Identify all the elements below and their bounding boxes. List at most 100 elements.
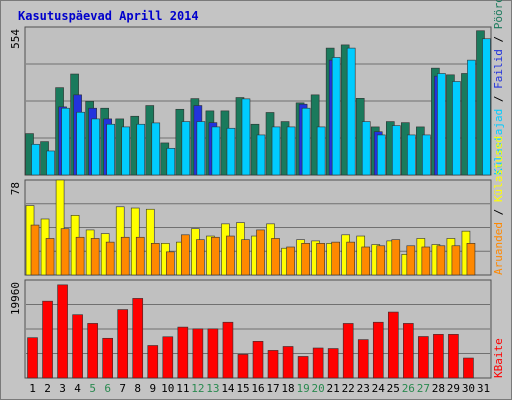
x-tick-label-day-7: 7 bbox=[119, 382, 126, 395]
bar-k-lastajad-day-21 bbox=[331, 57, 341, 176]
legend-panel-2: Aruanded / Külastused bbox=[492, 136, 505, 275]
bar-aruanded-day-8 bbox=[135, 236, 145, 276]
x-tick-label-day-20: 20 bbox=[312, 382, 325, 395]
bar-kbaite-day-30 bbox=[463, 357, 474, 379]
bar-kbaite-day-2 bbox=[42, 300, 53, 379]
bar-aruanded-day-14 bbox=[226, 235, 235, 276]
x-tick-label-day-27: 27 bbox=[417, 382, 430, 395]
bar-k-lastajad-day-17 bbox=[271, 126, 281, 176]
bar-kbaite-day-26 bbox=[403, 323, 414, 379]
bar-k-lastajad-day-3 bbox=[61, 107, 70, 176]
bar-kbaite-day-14 bbox=[222, 321, 234, 379]
bar-kbaite-day-28 bbox=[433, 334, 444, 379]
bar-kbaite-day-24 bbox=[372, 321, 384, 379]
bar-k-lastajad-day-24 bbox=[376, 134, 386, 176]
x-tick-label-day-9: 9 bbox=[149, 382, 156, 395]
bar-kbaite-day-8 bbox=[132, 298, 144, 379]
bar-k-lastajad-day-20 bbox=[316, 126, 326, 176]
legend-panel-3: KBaite bbox=[492, 338, 505, 378]
legend-entry: KBaite bbox=[492, 338, 505, 378]
bar-k-lastajad-day-13 bbox=[211, 126, 221, 176]
x-tick-label-day-16: 16 bbox=[251, 382, 264, 395]
bar-kbaite-day-1 bbox=[27, 337, 38, 379]
legend-entry: Külastused bbox=[492, 136, 505, 202]
bar-k-lastajad-day-1 bbox=[31, 143, 40, 176]
x-tick-label-day-28: 28 bbox=[432, 382, 445, 395]
panel-3: 19960 bbox=[9, 279, 492, 379]
bar-aruanded-day-19 bbox=[301, 243, 310, 276]
bar-kbaite-day-9 bbox=[147, 345, 159, 379]
legend-panel-1: Külastajad / Failid / Pöördumisi bbox=[492, 0, 505, 175]
bar-kbaite-day-21 bbox=[327, 348, 339, 379]
bar-k-lastajad-day-12 bbox=[196, 121, 206, 176]
bar-kbaite-day-6 bbox=[102, 337, 113, 379]
bar-kbaite-day-27 bbox=[418, 336, 429, 379]
bar-aruanded-day-17 bbox=[271, 238, 280, 276]
legend-entry: / bbox=[492, 89, 505, 109]
bar-kbaite-day-18 bbox=[282, 346, 294, 379]
bar-kbaite-day-7 bbox=[117, 309, 129, 379]
bar-k-lastajad-day-25 bbox=[391, 125, 401, 176]
x-tick-label-day-4: 4 bbox=[74, 382, 81, 395]
bar-aruanded-day-30 bbox=[466, 243, 476, 276]
x-tick-label-day-14: 14 bbox=[221, 382, 235, 395]
bar-aruanded-day-11 bbox=[181, 234, 190, 276]
bar-k-lastajad-day-11 bbox=[181, 121, 191, 176]
x-tick-label-day-3: 3 bbox=[59, 382, 66, 395]
legend-entry: Aruanded bbox=[492, 222, 505, 275]
bar-k-lastajad-day-6 bbox=[106, 123, 115, 176]
x-tick-label-day-31: 31 bbox=[477, 382, 490, 395]
bar-aruanded-day-12 bbox=[196, 239, 205, 276]
bar-kbaite-day-4 bbox=[72, 314, 83, 379]
bar-k-lastajad-day-31 bbox=[482, 38, 491, 176]
x-tick-label-day-11: 11 bbox=[176, 382, 189, 395]
x-tick-label-day-29: 29 bbox=[447, 382, 460, 395]
bar-aruanded-day-16 bbox=[256, 229, 265, 276]
bar-k-lastajad-day-4 bbox=[76, 111, 85, 176]
bar-aruanded-day-15 bbox=[241, 239, 250, 276]
x-tick-label-day-13: 13 bbox=[206, 382, 219, 395]
bar-k-lastajad-day-27 bbox=[422, 134, 431, 176]
bar-kbaite-day-13 bbox=[207, 328, 219, 379]
bar-k-lastajad-day-19 bbox=[301, 107, 311, 176]
y-max-label: 554 bbox=[9, 29, 22, 49]
bar-aruanded-day-29 bbox=[451, 245, 461, 276]
bar-k-lastajad-day-22 bbox=[346, 47, 356, 176]
bar-k-lastajad-day-2 bbox=[46, 150, 55, 176]
bar-aruanded-day-20 bbox=[316, 243, 325, 276]
bar-k-lastajad-day-5 bbox=[91, 118, 100, 176]
bar-aruanded-day-13 bbox=[211, 236, 220, 276]
bar-kbaite-day-29 bbox=[448, 334, 459, 379]
x-tick-label-day-15: 15 bbox=[236, 382, 249, 395]
bar-aruanded-day-22 bbox=[346, 241, 355, 276]
bar-aruanded-day-27 bbox=[421, 246, 431, 276]
bar-kbaite-day-15 bbox=[237, 354, 249, 379]
x-tick-label-day-1: 1 bbox=[29, 382, 36, 395]
bar-aruanded-day-4 bbox=[75, 236, 85, 276]
bar-aruanded-day-6 bbox=[105, 241, 115, 276]
bar-kbaite-day-12 bbox=[192, 328, 204, 379]
bar-k-lastajad-day-26 bbox=[407, 134, 416, 176]
x-tick-label-day-21: 21 bbox=[327, 382, 340, 395]
bar-k-lastajad-day-30 bbox=[467, 59, 476, 176]
bar-aruanded-day-10 bbox=[166, 251, 175, 276]
x-tick-label-day-5: 5 bbox=[89, 382, 96, 395]
bar-k-lastused-day-9 bbox=[145, 208, 155, 276]
bar-aruanded-day-2 bbox=[45, 238, 55, 276]
bar-k-lastajad-day-8 bbox=[136, 123, 146, 176]
bar-k-lastajad-day-14 bbox=[226, 127, 236, 176]
bar-aruanded-day-24 bbox=[376, 245, 386, 276]
bar-kbaite-day-25 bbox=[387, 311, 399, 379]
bar-aruanded-day-7 bbox=[120, 236, 130, 276]
bar-kbaite-day-16 bbox=[252, 341, 264, 379]
y-max-label: 78 bbox=[9, 182, 22, 195]
x-tick-label-day-12: 12 bbox=[191, 382, 204, 395]
bar-k-lastajad-day-15 bbox=[241, 98, 251, 176]
bar-k-lastajad-day-10 bbox=[166, 147, 176, 176]
legend-entry: Failid bbox=[492, 49, 505, 89]
bar-kbaite-day-17 bbox=[267, 350, 279, 379]
legend-entry: Pöördumisi bbox=[492, 0, 505, 29]
bar-k-lastajad-day-7 bbox=[121, 126, 131, 176]
